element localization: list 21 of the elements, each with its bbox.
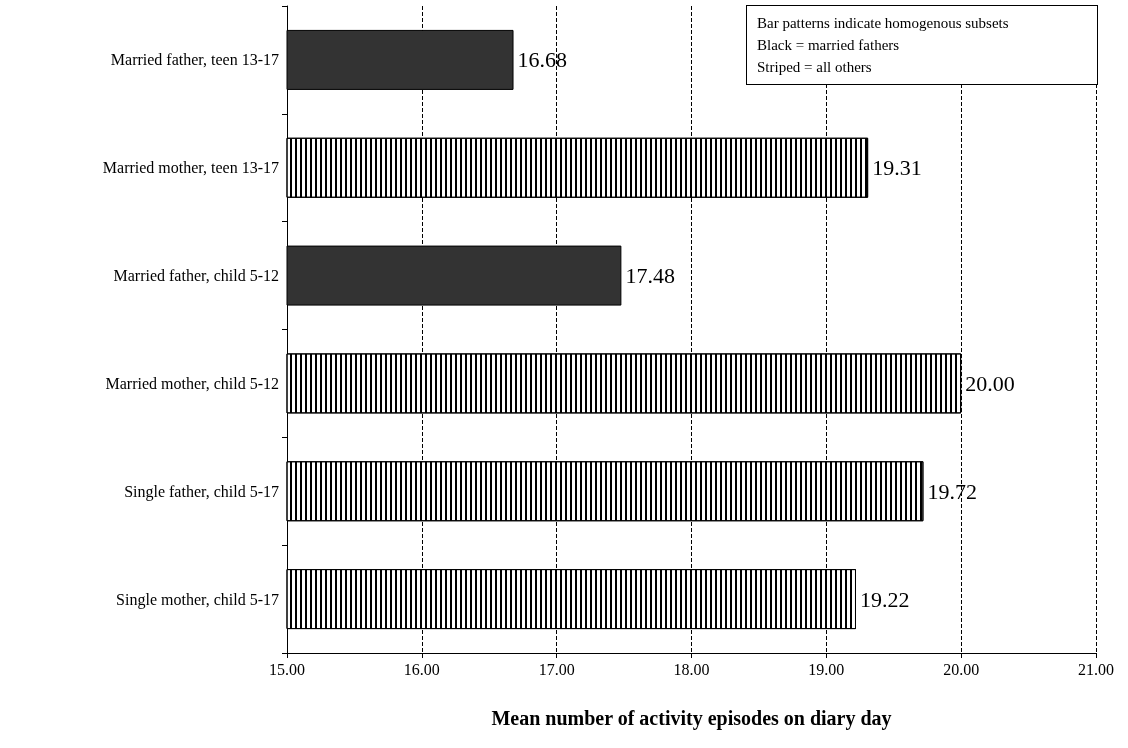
data-label: 17.48: [625, 263, 675, 289]
x-tick-label: 20.00: [943, 660, 980, 678]
y-tick-label: Married father, teen 13-17: [110, 51, 279, 69]
y-tick-label: Single mother, child 5-17: [116, 590, 279, 609]
y-tick-label: Married father, child 5-12: [113, 267, 279, 285]
y-tick-label: Married mother, child 5-12: [105, 374, 279, 392]
x-tick-label: 16.00: [403, 660, 440, 678]
data-label: 19.72: [927, 478, 977, 504]
x-axis-title: Mean number of activity episodes on diary day: [491, 707, 892, 730]
x-tick-label: 18.00: [673, 660, 710, 678]
data-label: 16.68: [517, 47, 568, 73]
note-box: Bar patterns indicate homogenous subsets Black = married fathers Striped = all others: [746, 5, 1098, 85]
y-tick-label: Single father, child 5-17: [124, 482, 279, 501]
x-tick-label: 17.00: [538, 660, 575, 678]
data-label: 19.31: [872, 155, 922, 181]
data-label: 20.00: [965, 370, 1015, 396]
x-tick-label: 19.00: [808, 660, 845, 678]
x-tick-label: 15.00: [269, 660, 305, 678]
x-tick-label: 21.00: [1078, 660, 1114, 678]
data-label: 19.22: [860, 586, 910, 612]
y-tick-label: Married mother, teen 13-17: [102, 159, 279, 177]
